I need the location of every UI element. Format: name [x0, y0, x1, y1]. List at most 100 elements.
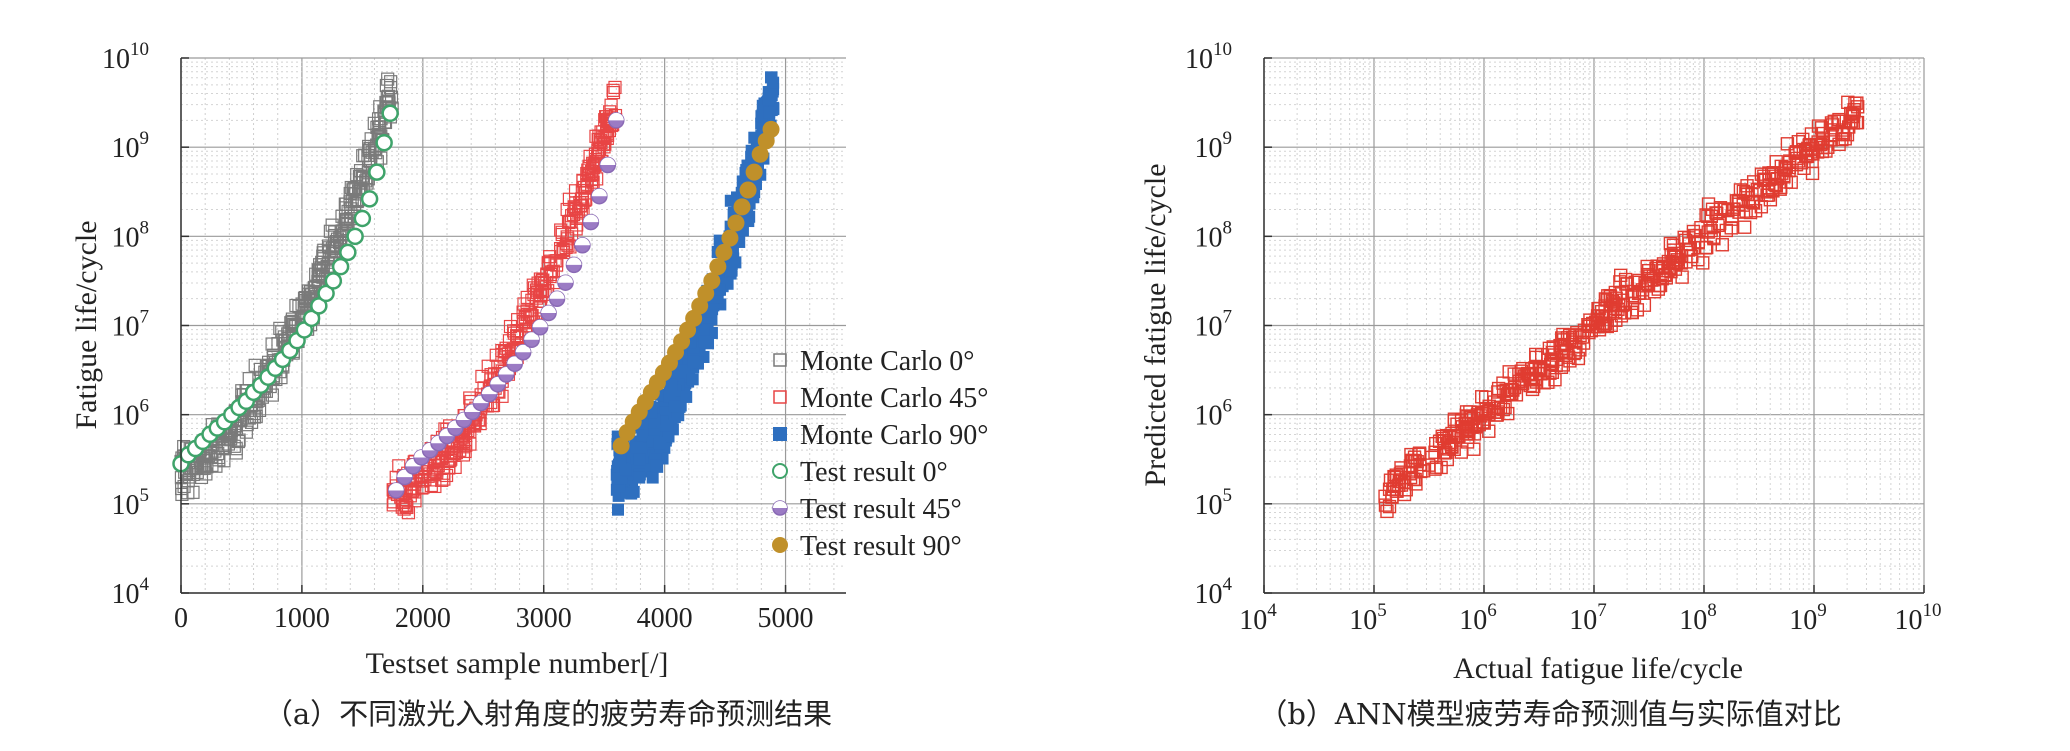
monte-carlo-90-point	[625, 488, 637, 500]
y-tick-label: 105	[1195, 485, 1233, 521]
y-tick-label: 1010	[102, 39, 149, 75]
predicted-vs-actual-point	[1807, 167, 1819, 179]
monte-carlo-90-point	[699, 336, 711, 348]
panel-b-caption: （b）ANN模型疲劳寿命预测值与实际值对比	[1258, 697, 1841, 731]
test-result-45-point	[609, 113, 624, 128]
x-tick-label: 5000	[758, 603, 814, 634]
y-tick-label: 109	[1195, 128, 1233, 164]
legend-label: Test result 0°	[800, 457, 948, 488]
test-result-0-point	[355, 211, 370, 226]
monte-carlo-90-point	[726, 265, 738, 277]
monte-carlo-90-point	[662, 419, 674, 431]
test-result-0-point	[383, 106, 398, 121]
monte-carlo-90-point	[653, 437, 665, 449]
legend-marker	[774, 391, 786, 403]
x-tick-label: 107	[1569, 600, 1607, 636]
monte-carlo-90-point	[631, 442, 643, 454]
legend-marker	[773, 464, 787, 478]
monte-carlo-90-point	[665, 379, 677, 391]
figure: 0 1000 2000 3000 4000 5000 104 105 106 107 108 109 1…	[0, 0, 2070, 751]
y-tick-label: 105	[112, 485, 150, 521]
test-result-45-point	[389, 483, 404, 498]
test-result-90-point	[746, 164, 763, 181]
test-result-90-point	[734, 198, 751, 215]
test-result-45-point	[575, 238, 590, 253]
x-tick-label: 106	[1459, 600, 1497, 636]
test-result-45-point	[550, 291, 565, 306]
test-result-45-point	[600, 158, 615, 173]
monte-carlo-90-point	[763, 107, 775, 119]
monte-carlo-90-point	[765, 71, 777, 83]
x-tick-label: 105	[1349, 600, 1387, 636]
y-tick-label: 1010	[1185, 39, 1232, 75]
monte-carlo-90-point	[680, 391, 692, 403]
x-tick-label: 108	[1679, 600, 1717, 636]
monte-carlo-90-point	[633, 472, 645, 484]
x-tick-label: 1000	[274, 603, 330, 634]
y-tick-label: 107	[1195, 307, 1233, 343]
monte-carlo-90-point	[620, 464, 632, 476]
legend-label: Monte Carlo 0°	[800, 346, 975, 377]
x-tick-label: 3000	[516, 603, 572, 634]
panel-b-y-axis-label: Predicted fatigue life/cycle	[1139, 163, 1172, 486]
monte-carlo-90-point	[687, 373, 699, 385]
y-tick-label: 108	[112, 217, 150, 253]
monte-carlo-90-point	[766, 89, 778, 101]
panel-b-chart: 104 105 106 107 108 109 1010 104 105 106 107 108 109…	[1139, 39, 1942, 731]
x-tick-label: 104	[1239, 600, 1277, 636]
legend-label: Monte Carlo 90°	[800, 420, 989, 451]
test-result-0-point	[369, 165, 384, 180]
test-result-0-point	[340, 245, 355, 260]
monte-carlo-90-point	[647, 472, 659, 484]
panel-b-x-axis-label: Actual fatigue life/cycle	[1453, 652, 1743, 685]
monte-carlo-90-point	[669, 400, 681, 412]
test-result-0-point	[362, 191, 377, 206]
predicted-vs-actual-point	[1725, 222, 1737, 234]
test-result-90-point	[763, 121, 780, 138]
predicted-vs-actual-point	[1676, 271, 1688, 283]
test-result-45-point	[592, 189, 607, 204]
x-tick-label: 4000	[637, 603, 693, 634]
panel-a-y-axis-label: Fatigue life/cycle	[70, 220, 103, 429]
legend-marker	[773, 501, 787, 515]
monte-carlo-90-point	[692, 356, 704, 368]
predicted-vs-actual-point	[1739, 221, 1751, 233]
legend-marker	[772, 537, 788, 553]
test-result-45-point	[583, 215, 598, 230]
x-tick-label: 0	[174, 603, 188, 634]
monte-carlo-90-point	[634, 453, 646, 465]
monte-carlo-90-point	[612, 504, 624, 516]
panel-a-legend: Monte Carlo 0° Monte Carlo 45° Monte Carlo…	[772, 346, 989, 562]
test-result-90-point	[727, 214, 744, 231]
panel-a-x-axis-label: Testset sample number[/]	[366, 647, 669, 680]
panel-a-chart: 0 1000 2000 3000 4000 5000 104 105 106 107 108 109 1…	[70, 39, 989, 731]
monte-carlo-90-point	[650, 459, 662, 471]
legend-label: Monte Carlo 45°	[800, 383, 989, 414]
test-result-0-point	[377, 135, 392, 150]
test-result-90-point	[740, 181, 757, 198]
test-result-90-point	[721, 230, 738, 247]
legend-label: Test result 90°	[800, 531, 962, 562]
x-tick-label: 1010	[1895, 600, 1942, 636]
x-tick-label: 2000	[395, 603, 451, 634]
test-result-0-point	[348, 229, 363, 244]
y-tick-label: 104	[112, 574, 150, 610]
y-tick-label: 104	[1195, 574, 1233, 610]
y-tick-label: 109	[112, 128, 150, 164]
y-tick-label: 106	[112, 396, 150, 432]
predicted-vs-actual-point	[1781, 138, 1793, 150]
test-result-0-point	[333, 259, 348, 274]
legend-marker	[774, 354, 786, 366]
test-result-45-point	[566, 257, 581, 272]
x-tick-label: 109	[1789, 600, 1827, 636]
predicted-vs-actual-point	[1476, 391, 1488, 403]
y-tick-label: 108	[1195, 217, 1233, 253]
legend-label: Test result 45°	[800, 494, 962, 525]
predicted-vs-actual-point	[1480, 391, 1492, 403]
panel-b-data-points	[1379, 96, 1864, 517]
test-result-0-point	[326, 273, 341, 288]
panel-a-caption: （a）不同激光入射角度的疲劳寿命预测结果	[264, 697, 832, 731]
test-result-45-point	[558, 275, 573, 290]
y-tick-label: 107	[112, 307, 150, 343]
test-result-45-point	[541, 306, 556, 321]
